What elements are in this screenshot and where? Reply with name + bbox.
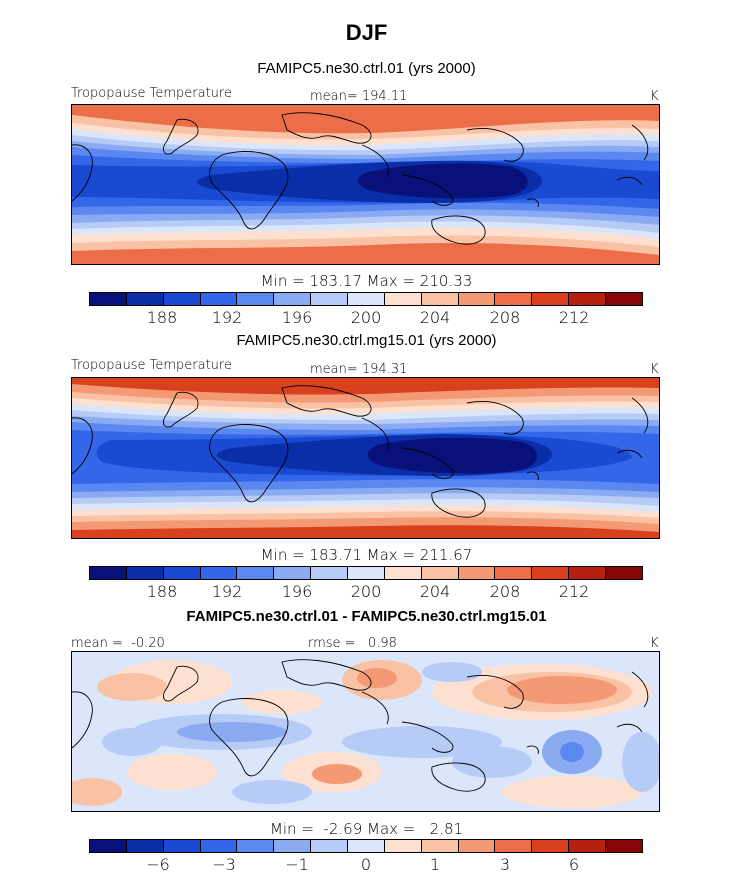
panel1-variable-label: Tropopause Temperature [71, 86, 232, 101]
colorbar-2-tick: 196 [281, 582, 313, 601]
colorbar-swatch [311, 293, 349, 305]
colorbar-swatch [126, 840, 164, 852]
colorbar-1-tick: 204 [419, 308, 451, 327]
colorbar-2-tick: 188 [146, 582, 178, 601]
panel2-variable-label: Tropopause Temperature [71, 358, 232, 373]
colorbar-1-tick: 192 [211, 308, 243, 327]
colorbar-swatch [569, 567, 607, 579]
panel1-map [71, 104, 660, 265]
colorbar-1-tick: 188 [146, 308, 178, 327]
panel3-rmse: rmse = 0.98 [308, 636, 397, 651]
colorbar-3-tick: −1 [285, 855, 309, 874]
colorbar-swatch [606, 567, 642, 579]
colorbar-swatch [126, 567, 164, 579]
colorbar-swatch [163, 293, 201, 305]
colorbar-2 [89, 566, 643, 580]
colorbar-swatch [274, 567, 312, 579]
colorbar-1-tick: 200 [350, 308, 382, 327]
panel2-units: K [650, 362, 659, 377]
colorbar-swatch [384, 840, 422, 852]
colorbar-swatch [126, 293, 164, 305]
panel1-mean: mean= 194.11 [310, 89, 408, 104]
colorbar-1-tick: 208 [489, 308, 521, 327]
main-title: DJF [345, 20, 388, 45]
colorbar-swatch [532, 567, 570, 579]
colorbar-swatch [532, 293, 570, 305]
colorbar-2-tick: 204 [419, 582, 451, 601]
colorbar-3-tick: 0 [360, 855, 372, 874]
colorbar-swatch [237, 293, 275, 305]
colorbar-swatch [606, 840, 642, 852]
colorbar-swatch [458, 567, 496, 579]
colorbar-3-tick: −6 [146, 855, 170, 874]
panel2-minmax: Min = 183.71 Max = 211.67 [260, 546, 473, 564]
colorbar-2-tick: 200 [350, 582, 382, 601]
colorbar-2-tick: 208 [489, 582, 521, 601]
panel2-map [71, 377, 660, 539]
colorbar-swatch [495, 567, 533, 579]
colorbar-2-tick: 212 [558, 582, 590, 601]
colorbar-swatch [200, 293, 238, 305]
colorbar-swatch [384, 293, 422, 305]
panel3-map [71, 651, 660, 812]
colorbar-swatch [237, 567, 275, 579]
panel3-title: FAMIPC5.ne30.ctrl.01 - FAMIPC5.ne30.ctrl… [186, 608, 547, 625]
colorbar-swatch [311, 567, 349, 579]
colorbar-swatch [274, 293, 312, 305]
colorbar-swatch [163, 567, 201, 579]
colorbar-1-tick: 212 [558, 308, 590, 327]
colorbar-3 [89, 839, 643, 853]
colorbar-3-tick: 6 [568, 855, 580, 874]
colorbar-swatch [163, 840, 201, 852]
colorbar-swatch [274, 840, 312, 852]
colorbar-swatch [569, 840, 607, 852]
panel2-title: FAMIPC5.ne30.ctrl.mg15.01 (yrs 2000) [236, 332, 497, 349]
panel3-units: K [650, 636, 659, 651]
colorbar-swatch [458, 840, 496, 852]
panel3-mean: mean = -0.20 [71, 636, 165, 651]
colorbar-swatch [532, 840, 570, 852]
colorbar-swatch [200, 840, 238, 852]
panel1-minmax: Min = 183.17 Max = 210.33 [260, 272, 473, 290]
colorbar-swatch [458, 293, 496, 305]
colorbar-swatch [384, 567, 422, 579]
colorbar-swatch [348, 293, 385, 305]
colorbar-swatch [311, 840, 349, 852]
colorbar-1 [89, 292, 643, 306]
colorbar-2-tick: 192 [211, 582, 243, 601]
colorbar-swatch [421, 293, 459, 305]
colorbar-swatch [200, 567, 238, 579]
colorbar-3-tick: 1 [429, 855, 441, 874]
colorbar-1-tick: 196 [281, 308, 313, 327]
colorbar-swatch [606, 293, 642, 305]
panel1-title: FAMIPC5.ne30.ctrl.01 (yrs 2000) [257, 60, 476, 77]
colorbar-3-tick: 3 [499, 855, 511, 874]
colorbar-swatch [495, 293, 533, 305]
panel2-mean: mean= 194.31 [310, 362, 408, 377]
colorbar-swatch [348, 840, 385, 852]
colorbar-swatch [90, 293, 127, 305]
colorbar-swatch [237, 840, 275, 852]
colorbar-3-tick: −3 [212, 855, 236, 874]
colorbar-swatch [495, 840, 533, 852]
panel3-minmax: Min = -2.69 Max = 2.81 [269, 820, 464, 838]
panel1-units: K [650, 89, 659, 104]
colorbar-swatch [90, 567, 127, 579]
colorbar-swatch [348, 567, 385, 579]
colorbar-swatch [90, 840, 127, 852]
colorbar-swatch [421, 567, 459, 579]
colorbar-swatch [569, 293, 607, 305]
colorbar-swatch [421, 840, 459, 852]
